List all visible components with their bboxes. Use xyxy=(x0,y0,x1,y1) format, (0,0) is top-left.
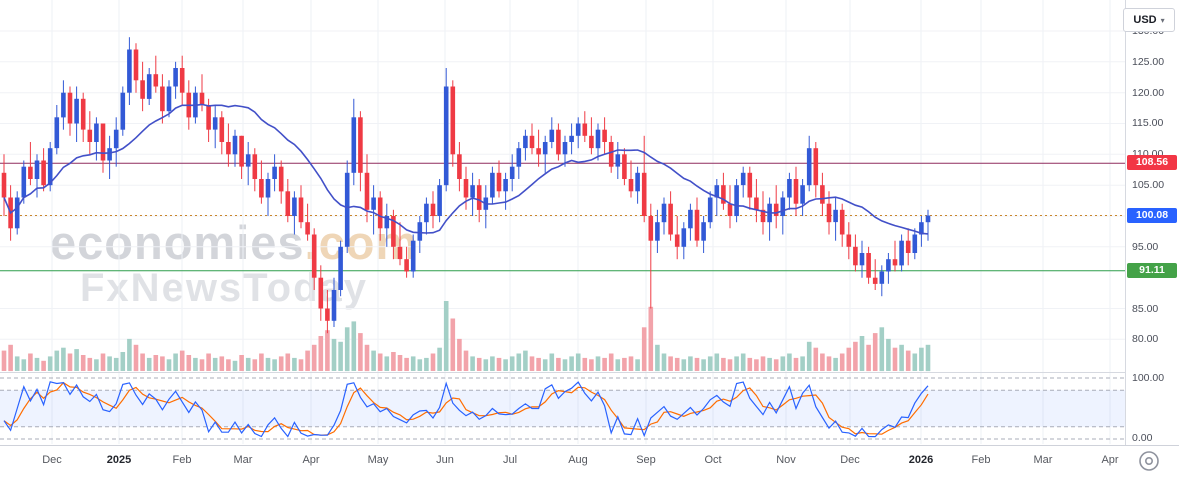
time-axis-label: Sep xyxy=(636,454,656,466)
currency-selector[interactable]: USD ▾ xyxy=(1123,8,1175,32)
time-axis-label: Oct xyxy=(704,454,722,466)
price-badge: 91.11 xyxy=(1127,263,1177,278)
chart-canvas[interactable] xyxy=(0,0,1125,445)
time-axis-label: Jun xyxy=(436,454,454,466)
stochastic-band xyxy=(0,377,1125,440)
time-axis-label: Apr xyxy=(1101,454,1119,466)
volume-bars xyxy=(1,301,931,372)
stochastic-lines xyxy=(3,381,929,438)
time-axis-label: May xyxy=(367,454,389,466)
time-axis[interactable]: Dec 2025 Feb Mar Apr May Jun Jul Aug Sep Oct Nov Dec… xyxy=(0,445,1179,477)
y-axis-label: 120.00 xyxy=(1132,87,1165,99)
time-axis-label: 2026 xyxy=(908,454,934,466)
y-axis-label: 85.00 xyxy=(1132,303,1159,315)
price-badge: 100.08 xyxy=(1127,208,1177,223)
time-axis-label: 2025 xyxy=(106,454,132,466)
time-axis-label: Dec xyxy=(840,454,860,466)
time-axis-label: Feb xyxy=(172,454,192,466)
price-axis[interactable]: 130.00125.00120.00115.00110.00105.00100.… xyxy=(1125,0,1179,445)
horizontal-level-lines xyxy=(0,162,1125,272)
time-axis-label: Apr xyxy=(302,454,320,466)
y-axis-label: 95.00 xyxy=(1132,241,1159,253)
time-axis-label: Feb xyxy=(971,454,991,466)
chevron-down-icon: ▾ xyxy=(1160,15,1165,25)
moving-average-line xyxy=(3,103,929,235)
gridlines xyxy=(0,0,1125,444)
currency-selector-label: USD xyxy=(1133,14,1157,26)
time-axis-label: Mar xyxy=(1033,454,1053,466)
time-axis-label: Aug xyxy=(568,454,588,466)
stoch-axis-label: 0.00 xyxy=(1132,432,1153,444)
logo-icon[interactable] xyxy=(1137,449,1161,473)
time-axis-label: Dec xyxy=(42,454,62,466)
price-badge: 108.56 xyxy=(1127,155,1177,170)
pane-separator xyxy=(0,372,1179,373)
y-axis-label: 105.00 xyxy=(1132,179,1165,191)
y-axis-label: 125.00 xyxy=(1132,56,1165,68)
stoch-axis-label: 100.00 xyxy=(1132,372,1165,384)
time-axis-label: Mar xyxy=(233,454,253,466)
y-axis-label: 115.00 xyxy=(1132,117,1164,129)
time-axis-label: Jul xyxy=(502,454,518,466)
time-axis-label: Nov xyxy=(776,454,796,466)
y-axis-label: 80.00 xyxy=(1132,333,1159,345)
